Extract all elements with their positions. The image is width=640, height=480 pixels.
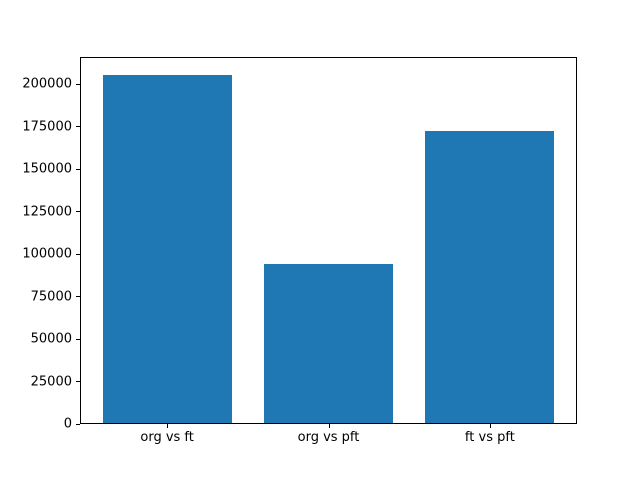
y-tick-label: 125000 bbox=[22, 204, 72, 220]
y-tick-mark bbox=[76, 253, 80, 255]
bar-org-vs-ft bbox=[102, 74, 232, 423]
y-tick-label: 150000 bbox=[22, 161, 72, 177]
y-tick-label: 100000 bbox=[22, 246, 72, 262]
y-tick-mark bbox=[76, 211, 80, 213]
y-tick-label: 0 bbox=[63, 416, 72, 432]
y-tick-label: 200000 bbox=[22, 76, 72, 92]
y-tick-label: 25000 bbox=[30, 374, 72, 389]
x-tick-mark bbox=[328, 424, 330, 428]
y-tick-label: 50000 bbox=[30, 331, 72, 347]
y-tick-mark bbox=[76, 83, 80, 85]
x-tick-label: org vs ft bbox=[140, 430, 194, 445]
y-tick-mark bbox=[76, 381, 80, 382]
bar-org-vs-pft bbox=[263, 263, 394, 423]
x-tick-mark bbox=[167, 424, 169, 428]
x-tick-mark bbox=[489, 424, 491, 428]
y-tick-mark bbox=[76, 168, 80, 170]
y-tick-mark bbox=[76, 423, 80, 425]
y-tick-label: 75000 bbox=[30, 289, 72, 304]
x-tick-label: ft vs pft bbox=[464, 430, 515, 445]
y-tick-mark bbox=[76, 126, 80, 128]
x-tick-label: org vs pft bbox=[297, 430, 360, 445]
y-tick-label: 175000 bbox=[22, 119, 72, 135]
y-tick-mark bbox=[76, 338, 80, 340]
bar-ft-vs-pft bbox=[425, 131, 555, 423]
y-tick-mark bbox=[76, 296, 80, 297]
